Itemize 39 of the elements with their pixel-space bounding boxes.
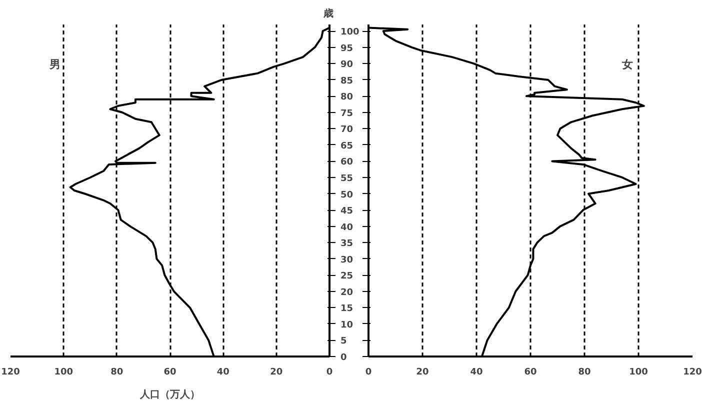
x-tick-label: 40 xyxy=(470,368,483,378)
x-tick-label: 120 xyxy=(1,368,20,378)
y-tick-label: 50 xyxy=(340,190,354,200)
y-tick-label: 35 xyxy=(340,239,354,250)
x-tick-label: 100 xyxy=(629,368,648,378)
x-tick-label: 0 xyxy=(326,368,333,378)
y-tick-label: 10 xyxy=(340,320,354,330)
text: 男 xyxy=(48,58,61,71)
y-tick-label: 45 xyxy=(340,206,354,217)
x-tick-label: 20 xyxy=(270,368,283,378)
x-tick-label: 80 xyxy=(110,368,124,378)
y-tick-label: 70 xyxy=(340,125,354,136)
y-tick-label: 0 xyxy=(340,353,347,363)
y-tick-label: 80 xyxy=(340,92,354,103)
x-tick-label: 60 xyxy=(524,368,537,378)
y-axis-title: 歳 xyxy=(322,8,334,20)
y-tick-label: 75 xyxy=(340,108,354,119)
text: 女 xyxy=(621,58,634,71)
y-tick-label: 65 xyxy=(340,141,354,152)
x-tick-label: 60 xyxy=(164,368,176,378)
y-tick-label: 5 xyxy=(340,336,347,347)
y-tick-label: 20 xyxy=(340,288,354,298)
y-tick-label: 30 xyxy=(340,255,354,266)
x-tick-label: 40 xyxy=(216,368,230,378)
y-tick-label: 85 xyxy=(340,76,354,86)
y-tick-label: 60 xyxy=(340,158,354,168)
y-tick-label: 55 xyxy=(340,174,354,184)
y-tick-label: 95 xyxy=(340,44,354,54)
x-tick-label: 80 xyxy=(578,368,591,378)
y-tick-label: 100 xyxy=(340,28,360,38)
x-tick-label: 0 xyxy=(365,368,372,378)
y-tick-label: 40 xyxy=(340,222,354,233)
x-axis-title: 人口（万人） xyxy=(139,388,200,400)
x-tick-label: 20 xyxy=(416,368,429,378)
y-tick-label: 15 xyxy=(340,304,354,314)
x-tick-label: 120 xyxy=(683,368,702,378)
y-tick-label: 25 xyxy=(340,272,354,282)
x-tick-label: 100 xyxy=(54,368,74,378)
y-tick-label: 90 xyxy=(340,60,354,70)
